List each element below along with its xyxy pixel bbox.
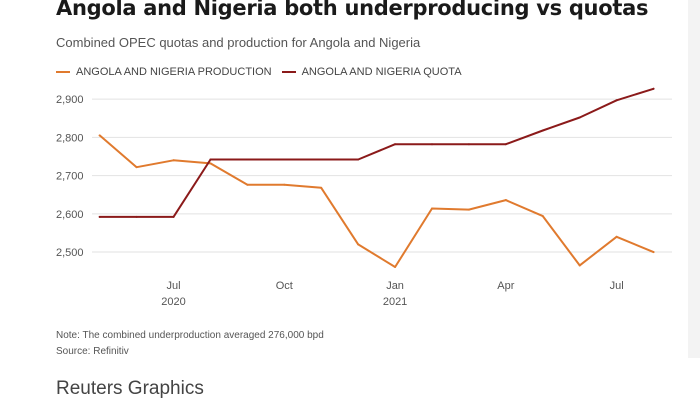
data-point-production xyxy=(357,243,360,246)
series-line-production xyxy=(98,134,655,268)
data-point-quota xyxy=(172,215,175,218)
data-point-quota xyxy=(578,116,581,119)
chart-credit: Reuters Graphics xyxy=(56,378,204,399)
data-point-quota xyxy=(394,143,397,146)
chart-legend: ANGOLA AND NIGERIA PRODUCTION ANGOLA AND… xyxy=(56,64,472,80)
data-point-production xyxy=(431,207,433,210)
x-tick-label: Apr xyxy=(497,280,514,292)
data-point-quota xyxy=(467,143,470,146)
data-point-production xyxy=(98,134,101,137)
legend-label-quota: ANGOLA AND NIGERIA QUOTA xyxy=(301,66,462,78)
legend-swatch-production xyxy=(56,71,70,73)
x-tick-label: Jul xyxy=(610,280,624,292)
chart-title: Angola and Nigeria both underproducing v… xyxy=(56,0,649,20)
x-tick-label: Jul xyxy=(167,280,181,292)
x-tick-label: Jan xyxy=(386,280,404,292)
data-point-quota xyxy=(135,215,138,218)
data-point-quota xyxy=(541,129,544,132)
data-point-production xyxy=(504,199,507,202)
series-line-quota xyxy=(98,87,655,218)
data-point-production xyxy=(172,159,175,162)
data-point-quota xyxy=(431,143,433,146)
data-point-quota xyxy=(246,158,249,161)
x-tick-year-label: 2020 xyxy=(161,296,185,308)
data-point-production xyxy=(578,264,581,267)
chart-panel xyxy=(0,0,688,358)
data-point-production xyxy=(541,215,544,218)
data-point-quota xyxy=(652,87,655,90)
legend-label-production: ANGOLA AND NIGERIA PRODUCTION xyxy=(76,66,272,78)
data-point-quota xyxy=(504,143,507,146)
y-tick-label: 2,800 xyxy=(56,132,84,144)
data-point-production xyxy=(320,186,323,189)
data-point-production xyxy=(283,183,286,186)
x-tick-label: Oct xyxy=(276,280,293,292)
data-point-production xyxy=(209,162,212,165)
y-tick-label: 2,900 xyxy=(56,94,84,106)
chart-note: Note: The combined underproduction avera… xyxy=(56,330,324,341)
data-point-production xyxy=(467,208,470,211)
legend-swatch-quota xyxy=(281,71,296,73)
data-point-production xyxy=(652,251,655,254)
y-tick-label: 2,600 xyxy=(56,209,84,221)
y-tick-label: 2,500 xyxy=(56,247,84,259)
data-point-quota xyxy=(283,158,286,161)
data-point-production xyxy=(615,235,618,238)
data-point-quota xyxy=(98,215,101,218)
data-point-quota xyxy=(357,158,360,161)
page-gutter xyxy=(688,0,700,358)
chart-subtitle: Combined OPEC quotas and production for … xyxy=(56,35,421,50)
data-point-quota xyxy=(320,158,323,161)
legend-item-quota: ANGOLA AND NIGERIA QUOTA xyxy=(281,66,462,78)
data-point-quota xyxy=(615,99,618,102)
x-tick-year-label: 2021 xyxy=(383,296,407,308)
data-point-production xyxy=(246,183,249,186)
chart-source: Source: Refinitiv xyxy=(56,346,129,357)
y-tick-label: 2,700 xyxy=(56,171,84,183)
data-point-quota xyxy=(209,158,212,161)
data-point-production xyxy=(394,265,397,268)
data-point-production xyxy=(135,166,138,169)
legend-item-production: ANGOLA AND NIGERIA PRODUCTION xyxy=(56,66,272,78)
